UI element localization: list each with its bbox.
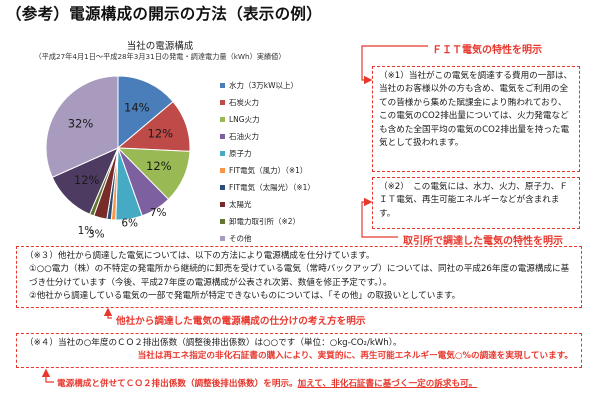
legend-item: LNG火力 [220,111,315,128]
page-title: （参考）電源構成の開示の方法（表示の例） [6,5,323,23]
pie-label-0: 14% [124,101,150,115]
chart-title: 当社の電源構成 [126,41,194,52]
legend-item: 水力（3万kW以上） [220,77,315,94]
legend-label: FIT電気（風力）（※1） [229,166,308,175]
legend-label: 太陽光 [229,200,252,209]
legend-swatch [220,151,225,156]
pie-label-2: 12% [146,159,172,173]
pie-label-10: 32% [68,117,94,131]
note3-line1: （※３）他社から調達した電気については、以下の方法により電源構成を仕分けています… [25,251,375,261]
legend-swatch [220,202,225,207]
note1-text: （※1）当社がこの電気を調達する費用の一部は、当社のお客様以外の方も含め、電気を… [379,71,573,149]
legend-swatch [220,83,225,88]
legend-swatch [220,134,225,139]
legend-item: 原子力 [220,145,315,162]
legend-swatch [220,168,225,173]
legend-item: 太陽光 [220,196,315,213]
legend-swatch [220,117,225,122]
legend-label: LNG火力 [229,115,260,124]
legend-label: 石炭火力 [229,98,259,107]
exchange-heading: 取引所で調達した電気の特性を明示 [403,236,563,247]
note2-text: （※2） この電気には、水力、火力、原子力、ＦＩＴ電気、再生可能エネルギーなどが… [379,182,568,219]
note4-box: （※４）当社の○年度のＣＯ２排出係数（調整後排出係数）は○○です（単位：○kg-… [16,333,582,368]
pie-slice-10 [45,75,119,179]
bottom-left-text: 電源構成と併せてＣＯ２排出係数（調整後排出係数）を明示。 [57,379,298,389]
bottom-note: 電源構成と併せてＣＯ２排出係数（調整後排出係数）を明示。加えて、非化石証書に基づ… [57,377,477,389]
legend-label: 水力（3万kW以上） [229,81,299,90]
pie-label-4: 6% [121,218,138,230]
legend-swatch [220,185,225,190]
legend-item: 卸電力取引所（※2） [220,213,315,230]
pie-label-3: 7% [150,207,167,219]
bottom-right-text: 加えて、非化石証書に基づく一定の訴求も可。 [297,379,478,389]
note3-line2: ①○○電力（株）の不特定の発電所から継続的に卸売を受けている電気（常時バックアッ… [29,264,570,288]
legend-label: 原子力 [229,149,252,158]
note3-line3: ②他社から調達している電気の一部で発電所が特定できないものについては、「その他」… [29,291,461,302]
chart-legend: 水力（3万kW以上） 石炭火力 LNG火力石油火力原子力 FIT電気（風力）（※1） F… [220,77,315,247]
legend-swatch [220,219,225,224]
chart-subtitle: （平成27年4月1日～平成28年3月31日の発電・調達電力量（kWh）実績値） [34,52,286,61]
fit-heading: ＦＩＴ電気の特性を明示 [432,45,542,56]
note2-box: （※2） この電気には、水力、火力、原子力、ＦＩＴ電気、再生可能エネルギーなどが… [372,177,580,229]
legend-item: その他 [220,230,315,247]
legend-item: 石油火力 [220,128,315,145]
note3-box: （※３）他社から調達した電気については、以下の方法により電源構成を仕分けています… [16,246,582,308]
pie-label-7: 3% [88,228,105,240]
pie-label-8: 1% [78,225,95,237]
legend-label: 石油火力 [229,132,259,141]
note1-box: （※1）当社がこの電気を調達する費用の一部は、当社のお客様以外の方も含め、電気を… [372,66,580,172]
legend-label: FIT電気（太陽光）（※1） [229,183,315,192]
legend-label: 卸電力取引所（※2） [229,217,301,226]
legend-item: 石炭火力 [220,94,315,111]
legend-item: FIT電気（風力）（※1） [220,162,315,179]
pie-slice-0 [117,75,174,150]
pie-label-1: 12% [148,127,174,141]
legend-item: FIT電気（太陽光）（※1） [220,179,315,196]
procurement-heading: 他社から調達した電気の電源構成の仕分けの考え方を明示 [116,316,366,327]
pie-label-9: 12% [74,173,100,187]
legend-swatch [220,100,225,105]
legend-label: その他 [229,234,252,243]
note4-line1: （※４）当社の○年度のＣＯ２排出係数（調整後排出係数）は○○です（単位：○kg-… [25,338,402,348]
note4-line2: 当社は再エネ指定の非化石証書の購入により、実質的に、再生可能エネルギー電気○%の… [137,351,573,362]
legend-swatch [220,236,225,241]
